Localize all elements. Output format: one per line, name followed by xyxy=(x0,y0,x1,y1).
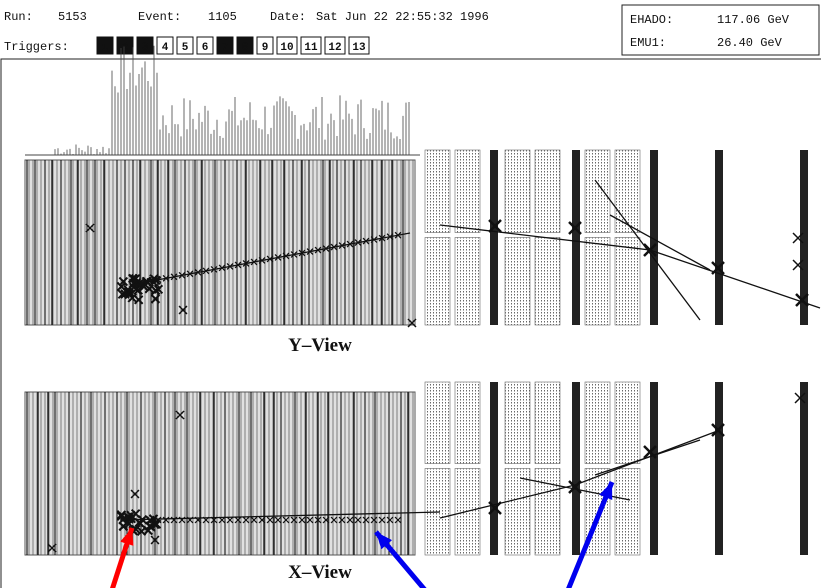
track xyxy=(595,440,700,475)
drift-chamber xyxy=(425,238,450,326)
trigger-label: 12 xyxy=(328,42,341,54)
drift-chamber xyxy=(505,382,530,464)
trigger-label: 9 xyxy=(262,42,269,54)
iron-plane xyxy=(572,382,580,555)
drift-chamber xyxy=(585,238,610,326)
trigger-label: 3 xyxy=(142,42,149,54)
trigger-label: 6 xyxy=(202,42,209,54)
drift-chamber xyxy=(505,150,530,233)
trigger-label: 8 xyxy=(242,42,249,54)
energy-value: 26.40 GeV xyxy=(717,36,783,50)
trigger-label: 7 xyxy=(222,42,229,54)
date-value: Sat Jun 22 22:55:32 1996 xyxy=(316,10,489,24)
trigger-label: 2 xyxy=(122,42,129,54)
trigger-label: 4 xyxy=(162,42,169,54)
display-canvas: Run: 5153 Event: 1105 Date: Sat Jun 22 2… xyxy=(0,0,821,588)
trigger-label: 1 xyxy=(102,42,109,54)
event-number: 1105 xyxy=(208,10,237,24)
energy-label: EHADO: xyxy=(630,13,673,27)
energy-value: 117.06 GeV xyxy=(717,13,790,27)
track xyxy=(595,180,700,320)
run-number: 5153 xyxy=(58,10,87,24)
drift-chamber xyxy=(535,150,560,233)
trigger-label: 5 xyxy=(182,42,189,54)
trigger-label: 10 xyxy=(280,42,293,54)
event-label: Event: xyxy=(138,10,181,24)
drift-chamber xyxy=(535,238,560,326)
view-label: X–View xyxy=(288,562,352,583)
track xyxy=(650,250,820,308)
drift-chamber xyxy=(425,150,450,233)
iron-plane xyxy=(800,382,808,555)
run-label: Run: xyxy=(4,10,33,24)
calorimeter xyxy=(25,392,415,555)
view-label: Y–View xyxy=(288,335,352,356)
drift-chamber xyxy=(455,150,480,233)
drift-chamber xyxy=(425,382,450,464)
iron-plane xyxy=(715,150,723,325)
drift-chamber xyxy=(505,238,530,326)
iron-plane xyxy=(490,150,498,325)
drift-chamber xyxy=(585,150,610,233)
iron-plane xyxy=(650,382,658,555)
date-label: Date: xyxy=(270,10,306,24)
drift-chamber xyxy=(585,382,610,464)
drift-chamber xyxy=(535,382,560,464)
iron-plane xyxy=(490,382,498,555)
drift-chamber xyxy=(615,469,640,556)
trigger-label: 11 xyxy=(304,42,318,54)
drift-chamber xyxy=(615,382,640,464)
triggers-label: Triggers: xyxy=(4,40,69,54)
energy-label: EMU1: xyxy=(630,36,666,50)
iron-plane xyxy=(572,150,580,325)
trigger-label: 13 xyxy=(352,42,366,54)
drift-chamber xyxy=(455,238,480,326)
event-display: Run: 5153 Event: 1105 Date: Sat Jun 22 2… xyxy=(0,0,821,588)
drift-chamber xyxy=(615,238,640,326)
iron-plane xyxy=(715,382,723,555)
drift-chamber xyxy=(455,382,480,464)
drift-chamber xyxy=(505,469,530,556)
